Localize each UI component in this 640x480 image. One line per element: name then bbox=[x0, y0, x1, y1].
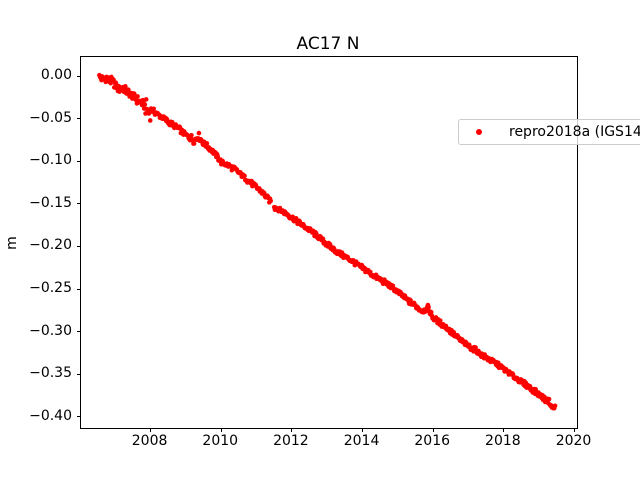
x-tick-label: 2010 bbox=[202, 433, 239, 449]
legend-label: repro2018a (IGS14) bbox=[509, 124, 640, 140]
legend: repro2018a (IGS14) bbox=[458, 119, 640, 145]
x-tick-mark bbox=[503, 428, 505, 432]
chart-title: AC17 N bbox=[296, 34, 360, 54]
y-tick-mark bbox=[77, 288, 81, 290]
y-tick-mark bbox=[77, 416, 81, 418]
y-tick-label: −0.25 bbox=[29, 280, 72, 297]
y-tick-mark bbox=[77, 75, 81, 77]
y-tick-label: −0.20 bbox=[29, 237, 72, 254]
x-tick-label: 2012 bbox=[273, 433, 309, 449]
y-tick-label: −0.35 bbox=[29, 365, 72, 382]
y-tick-label: −0.30 bbox=[29, 322, 72, 339]
y-tick-label: −0.05 bbox=[29, 109, 72, 126]
y-tick-label: −0.15 bbox=[29, 194, 72, 211]
y-tick-mark bbox=[77, 331, 81, 333]
x-tick-label: 2014 bbox=[343, 433, 380, 449]
y-tick-label: −0.10 bbox=[29, 152, 72, 169]
scatter-series-canvas bbox=[81, 57, 577, 428]
y-tick-mark bbox=[77, 245, 81, 247]
y-tick-mark bbox=[77, 203, 81, 205]
y-tick-mark bbox=[77, 160, 81, 162]
x-tick-mark bbox=[220, 428, 222, 432]
y-tick-label: 0.00 bbox=[40, 67, 72, 83]
plot-area: repro2018a (IGS14) bbox=[77, 56, 640, 432]
x-tick-label: 2020 bbox=[555, 433, 592, 449]
y-tick-mark bbox=[77, 373, 81, 375]
x-tick-mark bbox=[574, 428, 576, 432]
x-tick-mark bbox=[150, 428, 152, 432]
x-tick-label: 2016 bbox=[414, 433, 451, 449]
x-tick-mark bbox=[362, 428, 364, 432]
y-tick-label: −0.40 bbox=[29, 407, 72, 424]
x-tick-mark bbox=[432, 428, 434, 432]
y-tick-mark bbox=[77, 118, 81, 120]
x-tick-label: 2018 bbox=[485, 433, 521, 449]
x-tick-label: 2008 bbox=[131, 433, 168, 449]
x-tick-mark bbox=[291, 428, 293, 432]
legend-red-dot-icon bbox=[476, 129, 482, 135]
